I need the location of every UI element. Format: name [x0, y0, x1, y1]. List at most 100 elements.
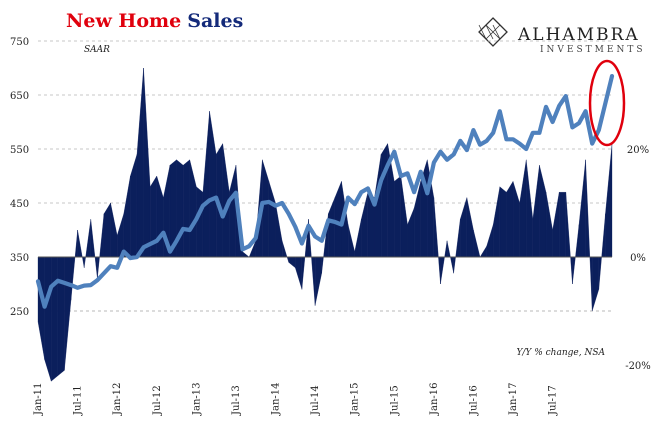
- level-point: [406, 172, 409, 174]
- yoy-area-point: [354, 219, 362, 258]
- left-tick-label: 450: [10, 199, 29, 210]
- level-point: [591, 143, 593, 145]
- yoy-area-point: [605, 143, 613, 258]
- level-point: [413, 191, 415, 193]
- level-point: [571, 126, 574, 128]
- yoy-area-point: [433, 197, 441, 285]
- level-point: [578, 122, 580, 124]
- level-point: [321, 240, 323, 242]
- level-point: [453, 153, 455, 155]
- logo-lattice-line: [492, 24, 501, 40]
- level-point: [189, 229, 191, 231]
- yoy-area-point: [334, 181, 342, 258]
- level-point: [43, 306, 46, 308]
- level-point: [585, 110, 587, 112]
- level-point: [261, 202, 263, 204]
- level-point: [367, 187, 369, 190]
- yoy-area-point: [156, 175, 164, 258]
- chart-title: New Home Sales: [66, 10, 243, 32]
- level-point: [274, 205, 277, 207]
- right-tick-label: -20%: [625, 361, 651, 372]
- title-part-new-home: New Home: [66, 10, 181, 32]
- level-point: [420, 171, 422, 173]
- level-point: [175, 240, 178, 242]
- yoy-area-point: [209, 111, 217, 258]
- left-tick-label: 250: [10, 307, 29, 318]
- yoy-area-point: [281, 240, 289, 263]
- level-point: [393, 151, 395, 153]
- level-point: [83, 285, 85, 287]
- level-point: [136, 256, 138, 258]
- yoy-area-point: [328, 197, 336, 258]
- level-line: [35, 74, 615, 309]
- level-point: [545, 106, 547, 108]
- level-point: [241, 248, 244, 251]
- right-tick-label: 0%: [630, 253, 646, 264]
- level-line-series: [35, 74, 615, 309]
- yoy-area-point: [202, 111, 210, 258]
- right-tick-label: 20%: [627, 145, 649, 156]
- diamond-lattice-icon: [478, 17, 508, 47]
- level-point: [228, 200, 230, 202]
- level-point: [76, 287, 79, 289]
- yoy-area-point: [572, 224, 580, 285]
- level-point: [301, 242, 303, 245]
- level-point: [538, 132, 541, 134]
- level-point: [37, 280, 39, 282]
- yoy-area-point: [70, 229, 78, 301]
- level-point: [70, 284, 72, 286]
- yoy-area-point: [182, 159, 190, 258]
- yoy-area-point: [347, 224, 355, 258]
- level-point: [532, 132, 534, 134]
- left-tick-label: 750: [10, 37, 29, 48]
- level-point: [558, 105, 560, 107]
- level-point: [552, 121, 554, 123]
- yoy-area-point: [453, 219, 461, 274]
- level-point: [426, 192, 428, 194]
- left-tick-label: 650: [10, 91, 29, 102]
- level-point: [235, 192, 237, 194]
- logo-lattice-line: [485, 24, 501, 40]
- x-tick-label: Jul-16: [468, 385, 479, 416]
- level-point: [604, 102, 607, 104]
- yoy-area-point: [44, 256, 52, 382]
- level-point: [116, 267, 118, 269]
- yoy-area-point: [440, 240, 448, 285]
- alhambra-logo: ALHAMBRA INVESTMENTS: [478, 17, 643, 55]
- level-point: [360, 191, 362, 193]
- x-tick-label: Jan-13: [191, 382, 202, 416]
- yoy-area-point: [229, 165, 237, 258]
- level-point: [169, 251, 171, 253]
- level-point: [50, 286, 52, 288]
- level-point: [307, 225, 310, 227]
- yoy-area-point: [532, 165, 540, 258]
- level-point: [479, 144, 481, 146]
- logo-lattice-line: [485, 24, 494, 40]
- yoy-area-point: [295, 256, 303, 290]
- x-tick-label: Jan-12: [112, 382, 123, 416]
- level-point: [565, 95, 567, 97]
- level-point: [63, 282, 65, 284]
- level-point: [334, 221, 336, 223]
- x-tick-label: Jul-11: [73, 385, 84, 416]
- yoy-area-point: [466, 197, 474, 258]
- level-point: [525, 148, 527, 150]
- yoy-area-point: [143, 67, 151, 258]
- level-point: [255, 237, 257, 239]
- logo-diamond-outline: [478, 17, 508, 47]
- x-axis-labels: Jan-11 Jul-11 Jan-12 Jul-12 Jan-13 Jul-13 Jan-…: [33, 382, 559, 416]
- yoy-area-point: [519, 159, 527, 258]
- yoy-area-point: [598, 213, 606, 290]
- x-tick-label: Jan-14: [271, 382, 282, 416]
- level-point: [486, 140, 488, 142]
- yoy-area-point: [539, 165, 547, 258]
- level-point: [347, 197, 349, 199]
- yoy-area-point: [189, 159, 197, 258]
- level-point: [373, 204, 376, 206]
- yoy-area-point: [123, 175, 131, 258]
- yoy-area-point: [407, 208, 415, 258]
- level-point: [208, 199, 211, 201]
- x-tick-label: Jan-16: [429, 382, 440, 416]
- level-point: [96, 279, 98, 281]
